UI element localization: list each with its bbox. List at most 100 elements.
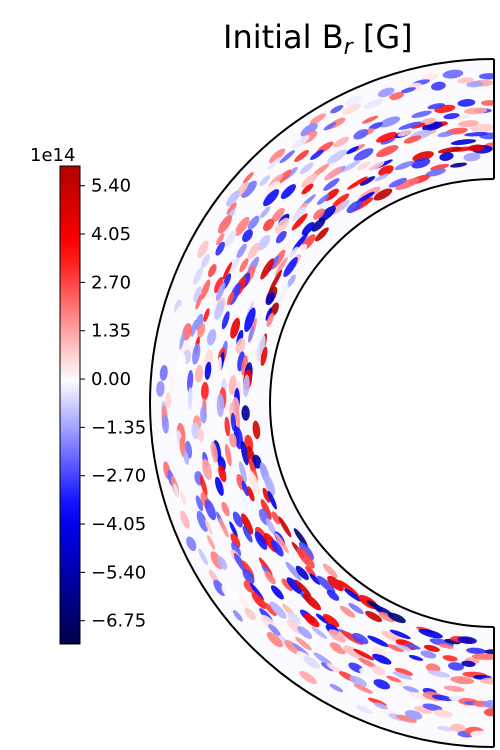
field-blob [270, 585, 284, 600]
field-blob [295, 565, 309, 581]
field-blob [233, 553, 248, 573]
field-blob [361, 115, 379, 124]
field-blob [199, 475, 208, 497]
field-blob [302, 593, 322, 611]
field-blob [309, 113, 326, 125]
field-blob [466, 647, 486, 654]
field-blob [297, 626, 313, 639]
field-blob [221, 584, 233, 599]
field-blob [221, 501, 230, 517]
field-blob [229, 521, 238, 538]
field-blob [275, 230, 287, 244]
field-blob [207, 264, 217, 278]
colorbar-tick-label: −1.35 [91, 417, 146, 438]
field-blob [403, 135, 422, 144]
field-blob [197, 240, 209, 259]
field-blob [437, 131, 455, 138]
field-blob [244, 307, 256, 332]
field-blob [404, 642, 421, 650]
field-blob [267, 490, 277, 510]
field-blob [380, 136, 396, 145]
field-blob [187, 370, 194, 393]
field-blob [323, 178, 340, 191]
field-blob [295, 636, 312, 651]
field-blob [164, 392, 172, 409]
field-blob [388, 177, 407, 188]
field-blob [179, 490, 187, 506]
field-blob [301, 222, 315, 236]
field-blob [248, 470, 260, 496]
field-blob [239, 258, 249, 273]
field-blob [228, 587, 239, 601]
field-blob [450, 676, 475, 685]
field-blob [264, 474, 276, 496]
field-blob [179, 331, 185, 350]
field-blob [346, 200, 363, 214]
field-blob [427, 103, 445, 110]
field-blob [265, 518, 277, 536]
field-blob [411, 158, 431, 169]
field-blob [420, 650, 437, 659]
field-blob [214, 476, 224, 496]
field-blob [238, 595, 249, 608]
colorbar-tick-label: 5.40 [91, 176, 131, 197]
field-blob [242, 229, 253, 243]
field-blob [200, 279, 211, 300]
field-blob [392, 671, 413, 680]
field-blob [483, 699, 494, 709]
field-blob [251, 592, 267, 609]
field-blob [388, 91, 405, 101]
field-blob [376, 145, 399, 158]
field-blob [195, 495, 204, 512]
field-blob [353, 148, 374, 161]
field-blob [404, 710, 423, 720]
field-blob [311, 218, 326, 232]
field-blob [215, 356, 222, 382]
field-blob [190, 319, 198, 337]
field-blob [353, 129, 369, 140]
field-blob [264, 570, 276, 585]
field-blob [374, 173, 389, 182]
field-blob [346, 146, 359, 155]
field-blob [400, 87, 416, 94]
field-blob [187, 386, 193, 411]
field-blob [298, 541, 314, 561]
field-blob [303, 655, 321, 669]
field-blob [327, 575, 344, 592]
field-blob [316, 575, 336, 594]
field-blob [197, 428, 205, 443]
field-blob [395, 714, 418, 723]
field-blob [183, 450, 190, 465]
field-blob [301, 173, 318, 188]
field-blob [463, 107, 488, 115]
field-blob [193, 286, 202, 303]
field-blob [266, 632, 284, 648]
field-blob [202, 458, 212, 481]
field-blob [206, 328, 217, 346]
field-blob [284, 640, 301, 655]
field-blob [450, 723, 466, 733]
field-blob [224, 230, 237, 247]
field-blob [203, 308, 210, 323]
field-blob [368, 122, 383, 130]
field-blob [279, 150, 295, 164]
field-blob [338, 580, 360, 597]
field-blob [259, 175, 271, 187]
field-blob [271, 207, 285, 223]
field-blob [156, 380, 165, 397]
field-blob [373, 702, 389, 710]
field-blob [243, 580, 255, 593]
field-blob [268, 269, 283, 293]
field-blob [294, 149, 309, 163]
field-blob [241, 405, 250, 421]
field-blob [318, 205, 336, 222]
field-blob [430, 81, 446, 91]
field-blob [278, 516, 292, 538]
field-blob [343, 645, 365, 660]
field-blob [322, 563, 338, 579]
field-blob [210, 441, 218, 463]
field-blob [228, 375, 237, 395]
field-blob [367, 635, 390, 648]
field-blob [200, 381, 209, 401]
field-blob [378, 116, 401, 128]
